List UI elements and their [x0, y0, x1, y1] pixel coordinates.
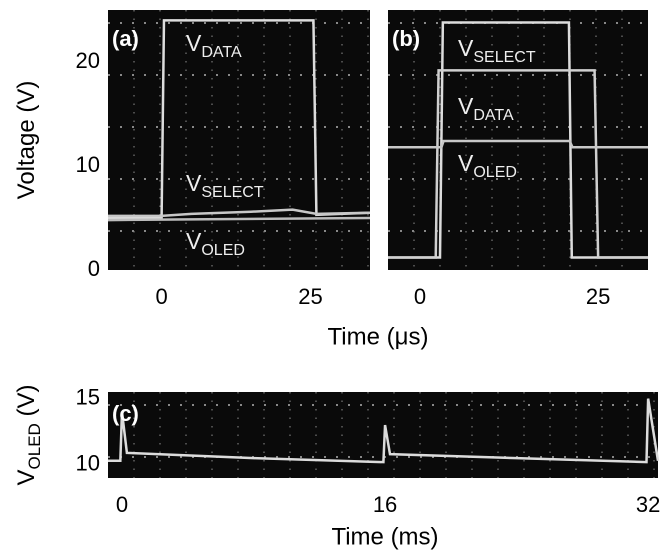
- trace-label: VOLED: [186, 228, 245, 259]
- y-axis-label-main: Voltage (V): [13, 81, 40, 200]
- scope-screen: [108, 10, 370, 270]
- y-axis-label: Voltage (V): [13, 81, 40, 200]
- trace-label-main: V: [458, 35, 474, 61]
- y-axis-label-sub: OLED: [25, 423, 44, 469]
- trace-label: VSELECT: [186, 170, 264, 201]
- trace: [388, 69, 648, 259]
- trace: [388, 139, 648, 149]
- trace-label-sub: OLED: [473, 164, 517, 181]
- scope-screen: [108, 392, 658, 478]
- trace-label-sub: OLED: [201, 242, 245, 259]
- panel-label: (c): [112, 401, 139, 426]
- y-tick-label: 20: [76, 48, 100, 73]
- y-axis-label-gap: [13, 417, 40, 424]
- x-axis-label: Time (μs): [328, 323, 429, 350]
- y-axis-label-main: V: [13, 469, 40, 485]
- y-tick-label: 15: [76, 384, 100, 409]
- trace-label-main: V: [186, 170, 202, 196]
- panel-label: (a): [112, 26, 139, 51]
- trace: [108, 398, 660, 464]
- x-tick-label: 0: [116, 492, 128, 517]
- y-axis-label: VOLED (V): [13, 385, 44, 486]
- trace-label-sub: SELECT: [473, 49, 535, 66]
- y-tick-label: 0: [88, 256, 100, 281]
- trace-label: VDATA: [458, 93, 514, 124]
- trace-label-main: V: [458, 150, 474, 176]
- trace: [108, 208, 371, 218]
- x-tick-label: 25: [298, 284, 322, 309]
- y-tick-label: 10: [76, 451, 100, 476]
- trace-label-main: V: [186, 30, 202, 56]
- y-axis-label-unit: (V): [13, 385, 40, 417]
- trace: [107, 216, 371, 222]
- trace-label-main: V: [458, 93, 474, 119]
- trace-label: VOLED: [458, 150, 517, 181]
- trace-label-main: V: [186, 228, 202, 254]
- trace-label: VDATA: [186, 30, 242, 61]
- y-tick-label: 10: [76, 152, 100, 177]
- x-tick-label: 0: [155, 284, 167, 309]
- x-axis-label: Time (ms): [331, 523, 438, 550]
- trace-label-sub: DATA: [201, 44, 242, 61]
- trace-label-sub: SELECT: [201, 184, 263, 201]
- x-tick-label: 32: [636, 492, 660, 517]
- trace-label: VSELECT: [458, 35, 536, 66]
- panel-label: (b): [392, 26, 420, 51]
- x-tick-label: 0: [414, 284, 426, 309]
- trace-label-sub: DATA: [473, 107, 514, 124]
- x-tick-label: 25: [586, 284, 610, 309]
- x-tick-label: 16: [373, 492, 397, 517]
